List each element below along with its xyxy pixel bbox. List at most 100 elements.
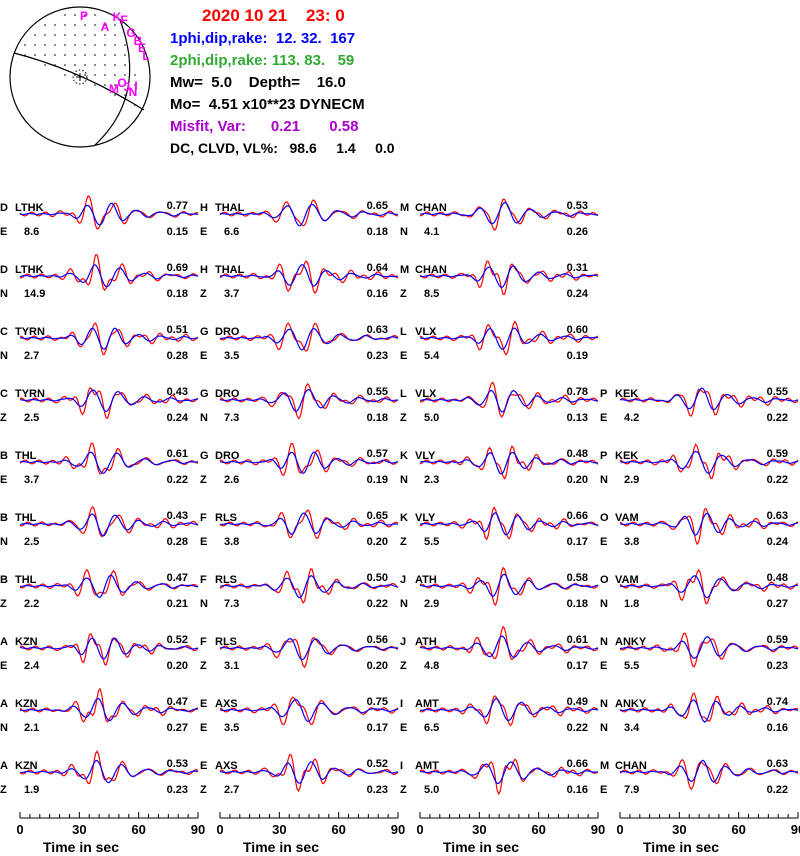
trace-station-letter: J (400, 574, 406, 586)
beachball-dot (54, 54, 56, 56)
beachball-station-label: B (134, 34, 143, 48)
trace-amplitude: 0.20 (367, 536, 388, 548)
trace-component: Z (400, 784, 407, 796)
time-axis-tick-label: 60 (331, 822, 345, 837)
beachball-dot (134, 94, 136, 96)
time-axis (219, 812, 399, 819)
trace-station-letter: D (0, 202, 8, 214)
trace-distance: 2.5 (24, 536, 39, 548)
trace-component: Z (400, 660, 407, 672)
beachball-dot (54, 44, 56, 46)
trace-distance: 3.8 (224, 536, 239, 548)
trace-station-letter: P (600, 450, 607, 462)
beachball-dot (114, 74, 116, 76)
trace-correlation: 0.60 (567, 324, 588, 336)
synthetic-waveform (219, 388, 399, 412)
synthetic-waveform (219, 512, 399, 535)
time-axis-tick-label: 30 (72, 822, 86, 837)
trace-component: N (0, 536, 8, 548)
trace-correlation: 0.49 (567, 696, 588, 708)
waveform-trace (419, 260, 599, 296)
trace-station-code: KEK (615, 450, 638, 462)
trace-station-code: THAL (215, 264, 245, 276)
waveform-trace (619, 568, 799, 605)
observed-waveform (619, 388, 799, 417)
trace-station-code: VLY (415, 450, 436, 462)
trace-distance: 3.5 (224, 350, 239, 362)
beachball-dot (74, 74, 76, 76)
trace-station-letter: F (200, 636, 207, 648)
time-axis-label: Time in sec (243, 839, 319, 855)
trace-correlation: 0.59 (767, 448, 788, 460)
trace-station-letter: J (400, 636, 406, 648)
beachball-dot (134, 84, 136, 86)
trace-station-letter: F (200, 574, 207, 586)
waveform-trace (619, 507, 799, 546)
trace-component: E (200, 226, 207, 238)
observed-waveform (419, 566, 599, 607)
beachball-station-label: K (113, 10, 122, 24)
trace-amplitude: 0.19 (367, 474, 388, 486)
trace-station-letter: D (0, 264, 8, 276)
trace-component: Z (200, 474, 207, 486)
trace-distance: 2.9 (624, 474, 639, 486)
trace-station-letter: K (400, 450, 408, 462)
waveform-trace (619, 632, 799, 668)
beachball-dot (104, 54, 106, 56)
trace-station-code: VLY (415, 512, 436, 524)
trace-station-code: ATH (415, 574, 437, 586)
trace-station-code: CHAN (415, 202, 447, 214)
trace-distance: 3.1 (224, 660, 239, 672)
time-axis-tick-label: 90 (791, 822, 800, 837)
beachball-dot (44, 34, 46, 36)
trace-amplitude: 0.17 (567, 660, 588, 672)
waveform-trace (219, 199, 399, 227)
synthetic-waveform (419, 761, 599, 785)
trace-station-letter: I (400, 760, 403, 772)
waveform-trace (619, 692, 799, 723)
waveform-trace (19, 687, 199, 723)
beachball-dot (44, 54, 46, 56)
waveform-trace (619, 387, 799, 417)
trace-component: E (200, 350, 207, 362)
time-axis (19, 812, 199, 819)
waveform-trace (19, 254, 199, 292)
trace-distance: 4.2 (624, 412, 639, 424)
waveform-trace (219, 322, 399, 352)
observed-waveform (219, 382, 399, 420)
time-axis (419, 812, 599, 819)
beachball-dot (114, 84, 116, 86)
waveform-trace (219, 754, 399, 793)
synthetic-waveform (219, 698, 399, 722)
trace-distance: 2.4 (24, 660, 40, 672)
trace-station-code: KZN (15, 760, 38, 772)
beachball-dot (84, 34, 86, 36)
trace-correlation: 0.52 (367, 758, 388, 770)
trace-station-code: CHAN (415, 264, 447, 276)
beachball-station-label: N (129, 85, 138, 99)
beachball-dot (84, 64, 86, 66)
trace-amplitude: 0.24 (167, 412, 189, 424)
trace-station-code: VLX (415, 388, 437, 400)
trace-correlation: 0.61 (167, 448, 188, 460)
time-axis-tick-label: 90 (591, 822, 605, 837)
trace-station-code: ANKY (615, 636, 647, 648)
trace-station-letter: L (400, 388, 407, 400)
nodal-plane-2-line (94, 19, 131, 146)
synthetic-waveform (19, 637, 199, 660)
beachball-station-label: E (138, 41, 146, 55)
synthetic-waveform (619, 387, 799, 411)
synthetic-waveform (220, 327, 399, 351)
trace-amplitude: 0.20 (367, 660, 388, 672)
trace-amplitude: 0.18 (567, 598, 588, 610)
waveform-trace (19, 750, 199, 785)
trace-correlation: 0.69 (167, 262, 188, 274)
synthetic-waveform (419, 327, 599, 350)
synthetic-waveform (219, 203, 399, 227)
time-axis-tick-label: 0 (416, 822, 423, 837)
trace-component: Z (0, 598, 7, 610)
synthetic-waveform (19, 202, 199, 226)
beachball-dot (64, 14, 66, 16)
beachball-dot (114, 64, 116, 66)
beachball-dot (74, 44, 76, 46)
